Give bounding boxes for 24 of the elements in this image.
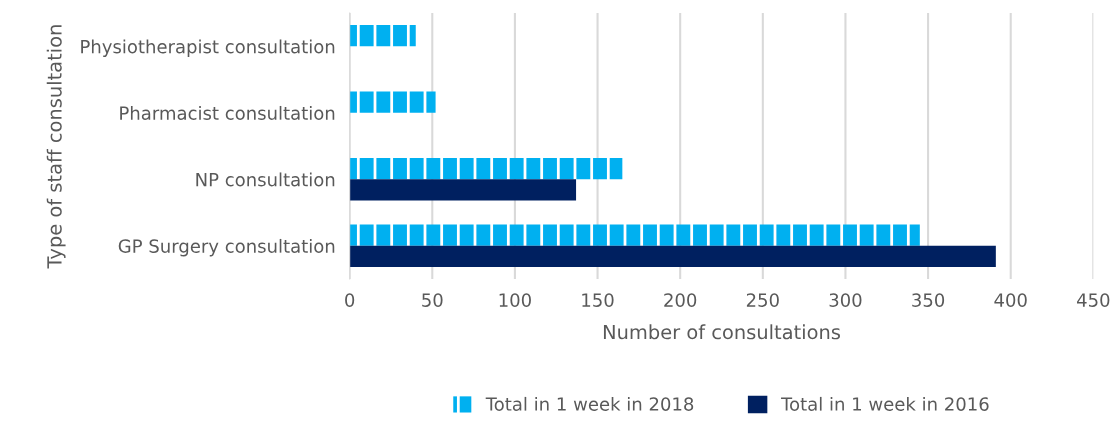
bar <box>349 224 920 246</box>
x-tick-label: 50 <box>422 293 443 307</box>
x-tick-label: 400 <box>994 293 1027 307</box>
bar <box>349 179 577 201</box>
legend-label: Total in 1 week in 2016 <box>781 396 989 411</box>
x-tick-label: 150 <box>582 293 614 307</box>
y-tick-label: Pharmacist consultation <box>120 105 335 120</box>
legend-label: Total in 1 week in 2018 <box>485 396 694 411</box>
bar <box>349 25 416 47</box>
x-tick-label: 300 <box>829 293 862 307</box>
x-tick-label: 100 <box>499 293 531 307</box>
y-tick-label: NP consultation <box>196 172 335 187</box>
bar <box>349 158 623 180</box>
x-tick-label: 350 <box>912 293 945 307</box>
y-axis-title: Type of staff consultation <box>46 25 66 269</box>
x-tick-label: 450 <box>1077 293 1110 307</box>
x-tick-label: 200 <box>664 293 697 307</box>
y-tick-label: Physiotherapist consultation <box>81 39 335 57</box>
bar <box>349 91 436 113</box>
y-tick-label: GP Surgery consultation <box>118 238 335 257</box>
x-axis-title: Number of consultations <box>603 324 840 340</box>
x-tick-label: 0 <box>345 293 355 307</box>
x-tick-label: 250 <box>746 293 779 307</box>
bar <box>349 245 996 268</box>
